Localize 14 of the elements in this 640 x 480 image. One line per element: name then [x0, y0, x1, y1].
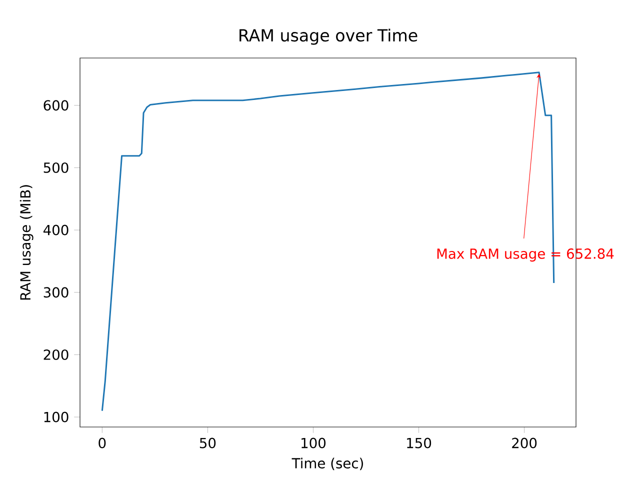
- y-tick-label: 100: [44, 412, 68, 422]
- x-tick-label: 200: [512, 438, 537, 448]
- x-axis-title: Time (sec): [292, 458, 364, 470]
- y-tick-label: 300: [44, 287, 68, 298]
- x-tick-label: 100: [302, 438, 326, 448]
- x-tick-label: 50: [200, 438, 216, 448]
- chart-title: RAM usage over Time: [240, 28, 418, 45]
- x-tick-label: 0: [98, 438, 106, 448]
- x-tick-label: 150: [407, 438, 432, 448]
- y-tick-label: 500: [44, 162, 68, 173]
- y-tick-label: 600: [44, 100, 68, 111]
- y-tick-label: 200: [44, 349, 68, 360]
- y-axis-title: RAM usage (MiB): [20, 185, 34, 300]
- y-tick-label: 400: [43, 224, 68, 236]
